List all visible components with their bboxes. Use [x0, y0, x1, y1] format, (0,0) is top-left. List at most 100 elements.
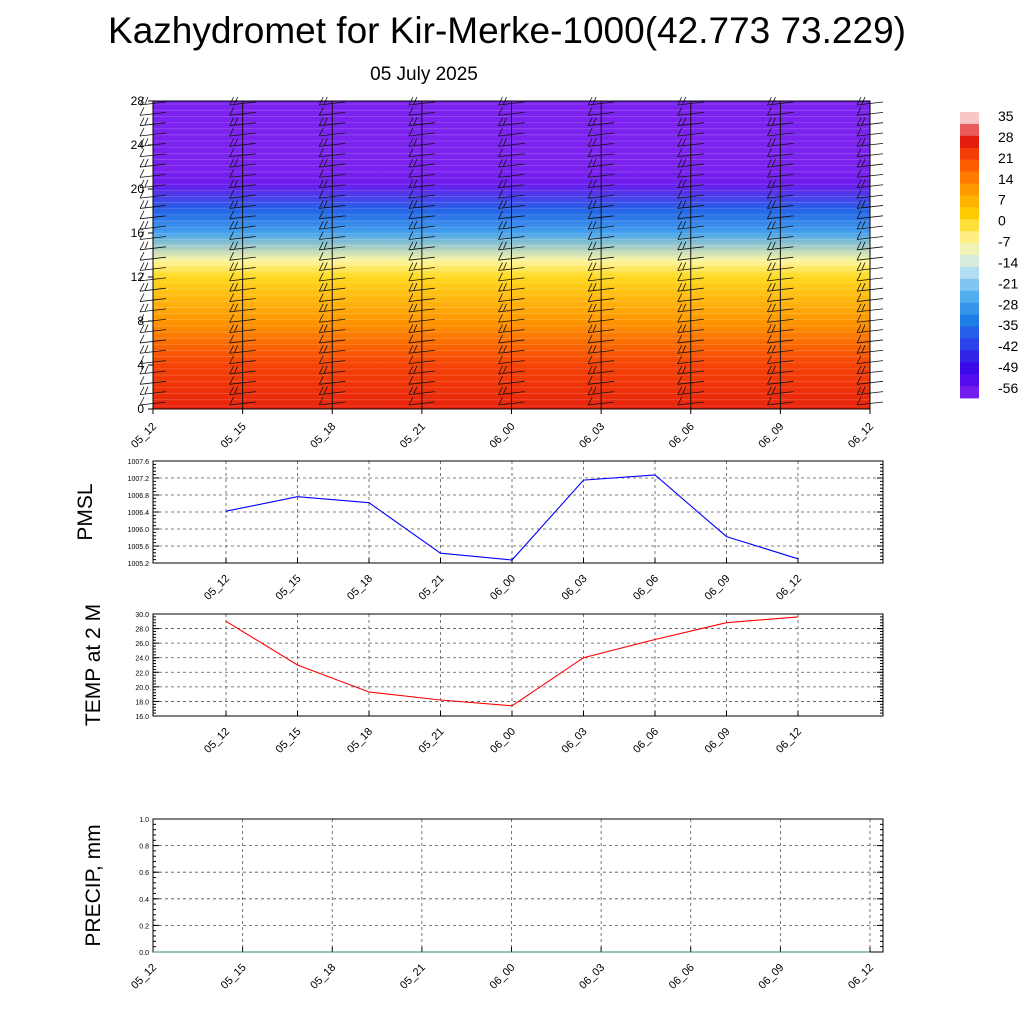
wind-barb-flag: [587, 314, 593, 323]
wind-barb-flag: [229, 220, 234, 230]
wind-barb-flag: [861, 220, 866, 229]
wind-barb-flag: [408, 241, 414, 251]
temp2m-x-tick-label: 06_00: [488, 726, 518, 756]
wind-barb-flag: [229, 396, 234, 406]
wind-barb-flag: [772, 138, 776, 146]
wind-barb-flag: [856, 293, 862, 302]
wind-barb-flag: [229, 293, 234, 302]
wind-barb-flag: [323, 324, 328, 332]
wind-barb-flag: [677, 251, 683, 261]
wind-barb-flag: [677, 148, 683, 157]
wind-barb-flag: [682, 138, 687, 146]
wind-barb-flag: [229, 179, 234, 188]
wind-barb-flag: [677, 169, 683, 178]
wind-barb-flag: [408, 334, 414, 344]
wind-barb-flag: [677, 158, 683, 168]
precip-x-tick-label: 05_12: [129, 962, 159, 992]
wind-barb-flag: [318, 376, 324, 385]
heatmap-x-tick-label: 06_00: [488, 421, 518, 451]
wind-barb-flag: [767, 272, 772, 282]
heatmap-y-tick-label: 4: [137, 358, 144, 372]
wind-barb-flag: [856, 345, 862, 354]
wind-barb-flag: [408, 386, 414, 395]
pmsl-y-tick-label: 1006.0: [128, 527, 150, 534]
wind-barb-flag: [139, 241, 145, 251]
wind-barb-flag: [139, 345, 145, 354]
wind-barb-flag: [861, 283, 866, 291]
heatmap-y-tick-label: 20: [131, 182, 145, 196]
wind-barb-flag: [856, 251, 862, 261]
wind-barb-flag: [498, 396, 503, 406]
wind-barb-flag: [592, 117, 597, 125]
wind-barb-flag: [229, 262, 234, 271]
wind-barb-flag: [503, 138, 507, 146]
wind-barb-flag: [767, 169, 772, 178]
wind-barb-flag: [856, 158, 862, 168]
pmsl-x-tick-label: 06_00: [488, 573, 518, 603]
wind-barb-flag: [323, 241, 328, 249]
wind-barb-flag: [318, 251, 324, 261]
wind-barb-flag: [229, 303, 234, 313]
precip-y-tick-label: 0.2: [139, 923, 149, 930]
pmsl-y-tick-label: 1005.2: [128, 561, 150, 568]
pmsl-y-tick-label: 1005.6: [128, 544, 150, 551]
wind-barb-flag: [139, 386, 145, 395]
wind-barb-flag: [413, 303, 418, 312]
wind-barb-flag: [408, 148, 414, 157]
wind-barb-flag: [587, 220, 593, 230]
wind-barb-flag: [498, 169, 503, 178]
wind-barb-flag: [139, 210, 145, 219]
wind-barb-flag: [413, 138, 418, 146]
wind-barb-flag: [144, 158, 149, 167]
pmsl-x-tick-label: 06_03: [560, 573, 590, 603]
wind-barb-flag: [677, 231, 683, 240]
precip-x-tick-label: 05_18: [308, 962, 338, 992]
heatmap-x-tick-label: 05_15: [219, 421, 249, 451]
wind-barb-flag: [587, 376, 593, 385]
wind-barb-flag: [139, 189, 145, 199]
wind-barb-flag: [592, 324, 597, 332]
colorbar-segment: [960, 135, 979, 149]
wind-barb-flag: [677, 303, 683, 313]
wind-barb-flag: [413, 220, 418, 229]
wind-barb-flag: [234, 158, 238, 167]
wind-barb-flag: [587, 138, 593, 147]
colorbar-segment: [960, 159, 979, 172]
heatmap-x-tick-label: 06_03: [577, 421, 607, 451]
wind-barb-flag: [677, 386, 683, 395]
colorbar-segment: [960, 314, 979, 327]
wind-barb-flag: [856, 386, 862, 395]
colorbar-segment: [960, 219, 979, 232]
wind-barb-flag: [408, 303, 414, 313]
wind-barb-flag: [767, 314, 772, 323]
colorbar-segment: [960, 243, 979, 256]
wind-barb-flag: [318, 241, 324, 251]
precip-x-tick-label: 05_15: [219, 962, 249, 992]
chart-title: Kazhydromet for Kir-Merke-1000(42.773 73…: [108, 10, 906, 51]
wind-barb-flag: [139, 314, 145, 323]
wind-barb-flag: [144, 138, 149, 146]
wind-barb-flag: [498, 241, 503, 251]
wind-barb-flag: [144, 96, 149, 105]
wind-barb-flag: [498, 158, 503, 168]
wind-barb-flag: [498, 283, 503, 292]
pmsl-x-tick-label: 05_15: [274, 573, 304, 603]
wind-barb-flag: [323, 158, 328, 167]
wind-barb-flag: [677, 272, 683, 282]
wind-barb-flag: [229, 210, 234, 219]
wind-barb-flag: [861, 386, 866, 394]
wind-barb-flag: [234, 283, 238, 291]
wind-barb-flag: [592, 179, 597, 187]
wind-barb-flag: [318, 107, 324, 116]
colorbar-segment: [960, 147, 979, 161]
wind-barb-flag: [682, 158, 687, 167]
wind-barb-flag: [503, 262, 507, 270]
wind-barb-flag: [139, 158, 145, 168]
wind-barb-flag: [861, 117, 866, 125]
heatmap-y-tick-label: 12: [131, 270, 145, 284]
wind-barb-flag: [234, 200, 238, 208]
wind-barb-flag: [767, 127, 772, 137]
pmsl-x-tick-label: 06_06: [631, 573, 661, 603]
wind-barb-flag: [139, 127, 145, 137]
